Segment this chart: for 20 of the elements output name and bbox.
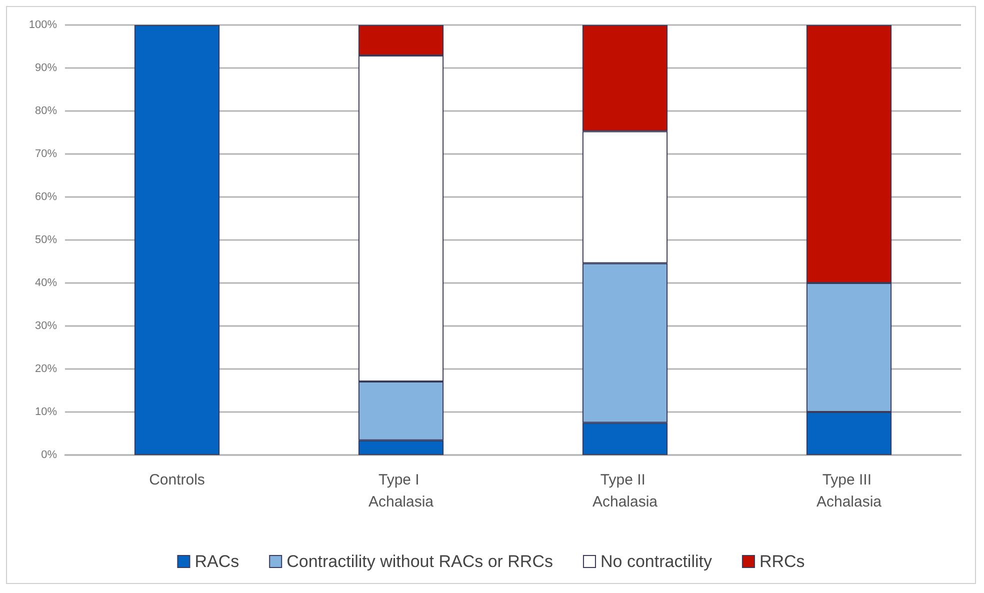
bar [134, 25, 220, 455]
y-tick-label: 80% [34, 105, 58, 117]
y-tick-label: 100% [28, 19, 58, 31]
y-tick-label: 40% [34, 277, 58, 289]
x-tick-label: Controls [149, 472, 205, 488]
y-tick-label: 60% [34, 191, 58, 203]
legend-label: RACs [194, 552, 240, 571]
legend-label: No contractility [600, 552, 712, 571]
y-tick-label: 10% [34, 406, 58, 418]
x-tick-label: Type III Achalasia [816, 472, 882, 510]
y-tick-label: 30% [34, 320, 58, 332]
legend-label: RRCs [759, 552, 805, 571]
y-tick-label: 20% [34, 363, 58, 375]
x-tick-label: Type I Achalasia [368, 472, 434, 510]
y-tick-label: 70% [34, 148, 58, 160]
legend-label: Contractility without RACs or RRCs [286, 552, 553, 571]
x-tick-label: Type II Achalasia [592, 472, 658, 510]
y-tick-label: 50% [34, 234, 58, 246]
y-tick-label: 0% [41, 449, 58, 461]
y-tick-label: 90% [34, 62, 58, 74]
